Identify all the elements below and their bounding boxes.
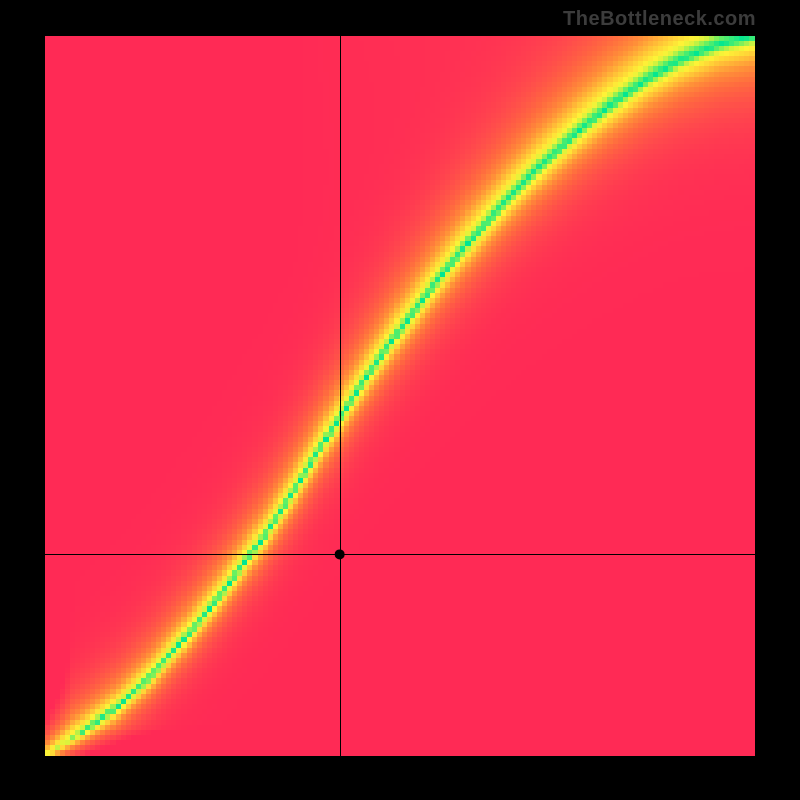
heatmap-plot-area: [45, 36, 755, 756]
watermark-text: TheBottleneck.com: [563, 8, 756, 31]
crosshair-overlay-canvas: [45, 36, 755, 756]
chart-frame: TheBottleneck.com: [0, 0, 800, 800]
